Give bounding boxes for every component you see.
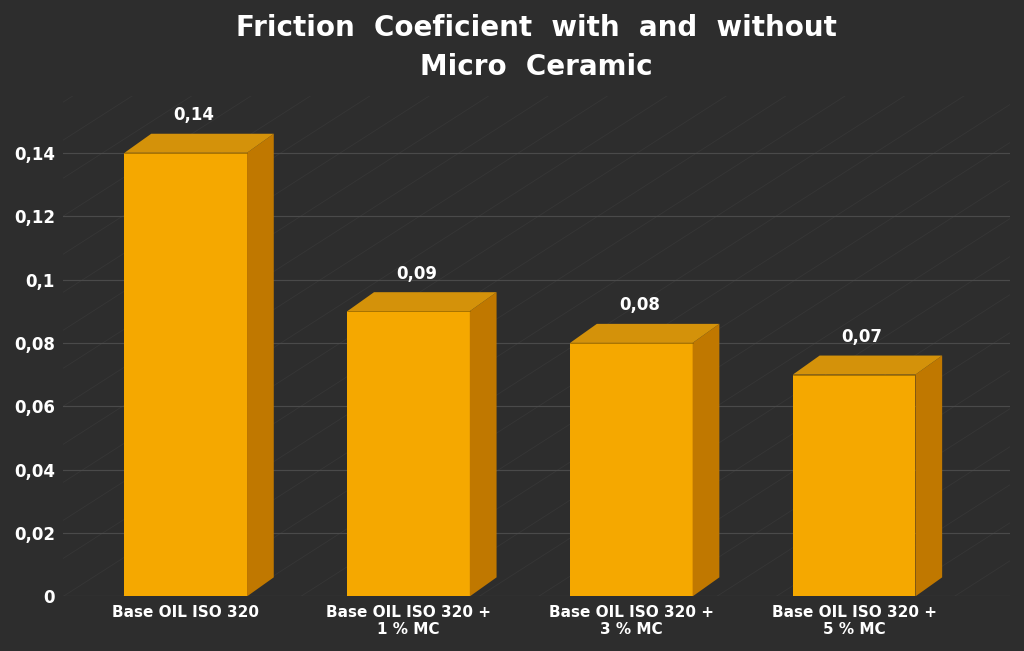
Polygon shape bbox=[347, 292, 497, 311]
Text: 0,08: 0,08 bbox=[618, 296, 659, 314]
Polygon shape bbox=[470, 292, 497, 596]
Polygon shape bbox=[347, 311, 470, 596]
Polygon shape bbox=[570, 324, 720, 343]
Polygon shape bbox=[247, 133, 273, 596]
Text: 0,14: 0,14 bbox=[173, 106, 214, 124]
Title: Friction  Coeficient  with  and  without
Micro  Ceramic: Friction Coeficient with and without Mic… bbox=[237, 14, 837, 81]
Polygon shape bbox=[125, 133, 273, 153]
Text: 0,07: 0,07 bbox=[842, 328, 883, 346]
Polygon shape bbox=[915, 355, 942, 596]
Polygon shape bbox=[793, 374, 915, 596]
Polygon shape bbox=[793, 355, 942, 374]
Polygon shape bbox=[570, 343, 692, 596]
Polygon shape bbox=[125, 153, 247, 596]
Polygon shape bbox=[692, 324, 720, 596]
Text: 0,09: 0,09 bbox=[396, 265, 437, 283]
